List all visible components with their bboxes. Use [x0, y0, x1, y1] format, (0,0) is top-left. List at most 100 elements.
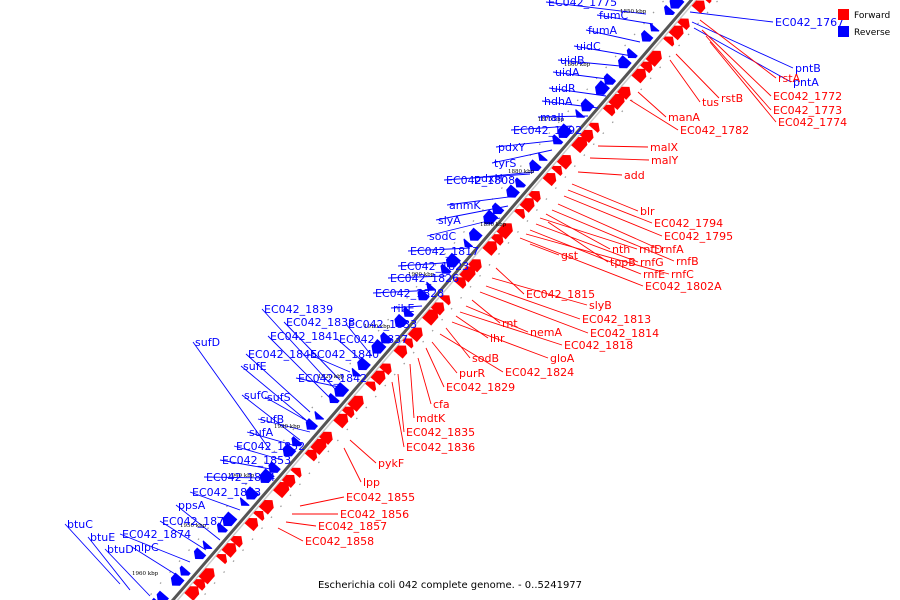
reverse-gene-label-btue[interactable]: btuE [90, 531, 115, 544]
reverse-gene-label-ec042-1823[interactable]: EC042_1823 [400, 260, 469, 273]
reverse-gene-label-ec042-1873[interactable]: EC042_1873 [162, 515, 231, 528]
reverse-gene-label-anmk[interactable]: anmK [449, 199, 481, 212]
forward-gene-label-ec042-1795[interactable]: EC042_1795 [664, 230, 733, 243]
forward-gene-label-blr[interactable]: blr [640, 205, 655, 218]
reverse-gene-label-sufb[interactable]: sufB [260, 413, 284, 426]
reverse-gene-label-hdha[interactable]: hdhA [544, 95, 573, 108]
reverse-gene-label-sufs[interactable]: sufS [267, 391, 291, 404]
reverse-gene-label-pnta[interactable]: pntA [793, 76, 819, 89]
forward-gene-label-rnfb[interactable]: rnfB [676, 255, 699, 268]
reverse-gene-label-ec042-1767[interactable]: EC042_1767 [775, 16, 844, 29]
forward-gene-label-mana[interactable]: manA [668, 111, 700, 124]
forward-gene-label-rnt[interactable]: rnt [502, 317, 518, 330]
reverse-gene-label-ec042-1842[interactable]: EC042_1842 [298, 372, 367, 385]
forward-gene-label-ec042-1794[interactable]: EC042_1794 [654, 217, 723, 230]
reverse-gene-label-ec042-1833[interactable]: EC042_1833 [348, 318, 417, 331]
forward-gene-label-ec042-1772[interactable]: EC042_1772 [773, 90, 842, 103]
forward-gene-label-gst[interactable]: gst [561, 249, 579, 262]
forward-leader-ec042-1855 [299, 496, 345, 507]
forward-gene-label-slyb[interactable]: slyB [589, 299, 612, 312]
reverse-gene-label-btud[interactable]: btuD [107, 543, 134, 556]
forward-gene-label-rnfc[interactable]: rnfC [671, 268, 694, 281]
forward-gene-label-mdtk[interactable]: mdtK [416, 412, 446, 425]
reverse-gene-label-ec042-1826[interactable]: EC042_1826 [390, 272, 459, 285]
reverse-gene-label-fumc[interactable]: fumC [599, 9, 629, 22]
forward-gene-label-rnfa[interactable]: rnfA [661, 243, 684, 256]
reverse-gene-label-ec042-1839[interactable]: EC042_1839 [264, 303, 333, 316]
forward-gene-label-ec042-1813[interactable]: EC042_1813 [582, 313, 651, 326]
forward-gene-label-ec042-1782[interactable]: EC042_1782 [680, 124, 749, 137]
reverse-gene-label-fuma[interactable]: fumA [588, 24, 618, 37]
forward-gene-label-add[interactable]: add [624, 169, 645, 182]
forward-gene-label-ec042-1815[interactable]: EC042_1815 [526, 288, 595, 301]
reverse-gene-label-uidb[interactable]: uidB [560, 54, 585, 67]
forward-gene-label-ec042-1856[interactable]: EC042_1856 [340, 508, 409, 521]
forward-gene-label-ec042-1814[interactable]: EC042_1814 [590, 327, 659, 340]
forward-gene-label-nema[interactable]: nemA [530, 326, 562, 339]
reverse-gene-label-sufa[interactable]: sufA [249, 426, 274, 439]
reverse-gene-r56 [268, 461, 281, 473]
forward-gene-label-purr[interactable]: purR [459, 367, 485, 380]
reverse-gene-label-mali[interactable]: malI [540, 111, 564, 124]
reverse-gene-label-sodc[interactable]: sodC [429, 230, 456, 243]
forward-gene-label-sodb[interactable]: sodB [472, 352, 499, 365]
reverse-gene-label-ec042-1874[interactable]: EC042_1874 [122, 528, 191, 541]
forward-gene-label-malx[interactable]: malX [650, 141, 679, 154]
reverse-gene-label-ec042-1792[interactable]: EC042_1792 [513, 124, 582, 137]
forward-gene-label-cfa[interactable]: cfa [433, 398, 450, 411]
reverse-gene-label-ec042-1863[interactable]: EC042_1863 [192, 486, 261, 499]
forward-gene-label-lhr[interactable]: lhr [490, 332, 505, 345]
forward-gene-label-rsta[interactable]: rstA [778, 72, 801, 85]
reverse-gene-label-ribe[interactable]: ribE [393, 302, 415, 315]
forward-gene-label-ec042-1773[interactable]: EC042_1773 [773, 104, 842, 117]
forward-gene-label-ec042-1836[interactable]: EC042_1836 [406, 441, 475, 454]
forward-gene-label-ec042-1829[interactable]: EC042_1829 [446, 381, 515, 394]
forward-gene-label-ec042-1857[interactable]: EC042_1857 [318, 520, 387, 533]
reverse-gene-label-ec042-1841[interactable]: EC042_1841 [270, 330, 339, 343]
forward-gene-f32 [459, 266, 476, 283]
reverse-gene-label-uidc[interactable]: uidC [576, 40, 601, 53]
forward-gene-label-rstb[interactable]: rstB [721, 92, 743, 105]
reverse-gene-label-ec042-1817[interactable]: EC042_1817 [410, 245, 479, 258]
reverse-gene-label-sufd[interactable]: sufD [195, 336, 220, 349]
reverse-gene-label-ppsa[interactable]: ppsA [178, 499, 206, 512]
forward-gene-label-tus[interactable]: tus [702, 96, 719, 109]
reverse-gene-label-pdxy[interactable]: pdxY [498, 141, 525, 154]
forward-gene-label-lpp[interactable]: lpp [363, 476, 380, 489]
reverse-gene-label-ec042-1853[interactable]: EC042_1853 [222, 454, 291, 467]
reverse-gene-label-pdxh[interactable]: pdxH [474, 172, 503, 185]
reverse-gene-label-ec042-1840[interactable]: EC042_1840 [310, 348, 379, 361]
forward-gene-label-rnfg[interactable]: rnfG [640, 256, 664, 269]
reverse-gene-label-pntb[interactable]: pntB [795, 62, 821, 75]
reverse-gene-label-ec042-1808[interactable]: EC042_1808 [446, 174, 515, 187]
forward-gene-label-gloa[interactable]: gloA [550, 352, 575, 365]
forward-gene-label-ec042-1835[interactable]: EC042_1835 [406, 426, 475, 439]
reverse-gene-label-ec042-1854[interactable]: EC042_1854 [206, 471, 275, 484]
forward-gene-label-pykf[interactable]: pykF [378, 457, 404, 470]
forward-gene-label-rnfe[interactable]: rnfE [643, 268, 665, 281]
forward-gene-label-ec042-1858[interactable]: EC042_1858 [305, 535, 374, 548]
reverse-gene-label-uidr[interactable]: uidR [551, 82, 576, 95]
reverse-gene-label-btuc[interactable]: btuC [67, 518, 93, 531]
reverse-gene-label-tyrs[interactable]: tyrS [494, 157, 516, 170]
reverse-gene-label-ec042-1838[interactable]: EC042_1838 [286, 316, 355, 329]
forward-gene-label-maly[interactable]: malY [651, 154, 679, 167]
forward-gene-label-tppb[interactable]: tppB [610, 256, 636, 269]
reverse-gene-label-ec042-1852[interactable]: EC042_1852 [236, 440, 305, 453]
reverse-gene-label-nlpc[interactable]: nlpC [134, 541, 159, 554]
forward-gene-label-ec042-1818[interactable]: EC042_1818 [564, 339, 633, 352]
forward-gene-label-ec042-1824[interactable]: EC042_1824 [505, 366, 574, 379]
reverse-gene-label-ec042-1837[interactable]: EC042_1837 [339, 333, 408, 346]
reverse-gene-label-ec042-1828[interactable]: EC042_1828 [375, 287, 444, 300]
reverse-gene-label-sufc[interactable]: sufC [244, 389, 269, 402]
forward-gene-label-ec042-1802a[interactable]: EC042_1802A [645, 280, 722, 293]
forward-gene-label-ec042-1774[interactable]: EC042_1774 [778, 116, 847, 129]
reverse-gene-label-ec042-1775[interactable]: EC042_1775 [548, 0, 617, 9]
forward-gene-label-rnfd[interactable]: rnfD [639, 243, 663, 256]
reverse-gene-label-ec042-1845[interactable]: EC042_1845 [248, 348, 317, 361]
reverse-gene-label-sufe[interactable]: sufE [243, 360, 267, 373]
reverse-gene-label-slya[interactable]: slyA [438, 214, 461, 227]
forward-gene-label-ec042-1855[interactable]: EC042_1855 [346, 491, 415, 504]
forward-gene-label-nth[interactable]: nth [612, 243, 630, 256]
reverse-gene-label-uida[interactable]: uidA [555, 66, 580, 79]
